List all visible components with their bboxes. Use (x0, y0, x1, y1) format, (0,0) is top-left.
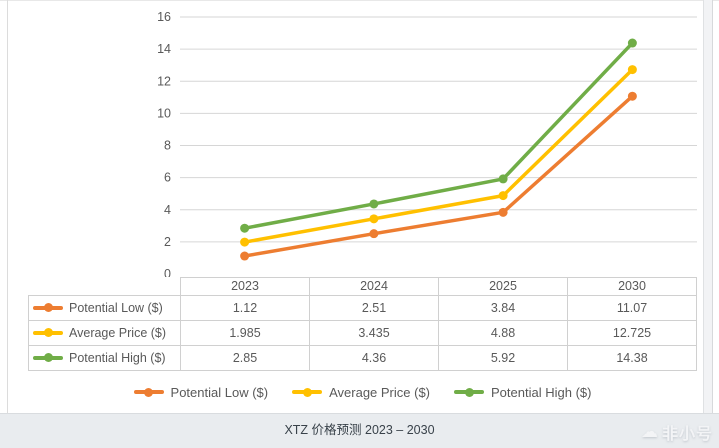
series-key-icon (33, 353, 63, 363)
year-column-header: 2025 (438, 277, 568, 296)
series-label-cell: Potential High ($) (28, 345, 181, 371)
data-point-marker (627, 91, 637, 101)
series-key-icon (33, 328, 63, 338)
table-row: Average Price ($) 1.985 3.435 4.88 12.725 (28, 320, 697, 346)
legend-item: Potential Low ($) (133, 384, 269, 400)
value-cell: 3.84 (438, 295, 568, 321)
data-point-marker (369, 214, 379, 224)
top-border (0, 0, 719, 1)
legend-key-icon (133, 387, 164, 397)
data-point-marker (369, 199, 379, 209)
y-axis-tick-label: 0 (164, 267, 171, 277)
data-point-marker (498, 191, 508, 201)
data-point-marker (369, 229, 379, 239)
y-axis-tick-label: 8 (164, 139, 171, 153)
value-cell: 5.92 (438, 345, 568, 371)
watermark-text: 非小号 (661, 426, 713, 443)
value-cell: 1.985 (180, 320, 310, 346)
year-column-header: 2030 (567, 277, 697, 296)
legend-item: Average Price ($) (292, 385, 430, 400)
y-axis-tick-label: 14 (157, 42, 171, 56)
value-cell: 3.435 (309, 320, 439, 346)
value-cell: 2.85 (180, 345, 310, 371)
value-cell: 2.51 (309, 295, 439, 321)
legend-label: Potential Low ($) (170, 384, 269, 400)
series-key-icon (33, 303, 63, 313)
cloud-icon: ☁ (640, 422, 659, 441)
caption-bar: XTZ 价格预测 2023 – 2030 ☁ 非小号 (0, 413, 719, 448)
series-name: Average Price ($) (69, 326, 167, 340)
chart-legend: Potential Low ($) Average Price ($) Potent… (28, 379, 697, 405)
data-point-marker (240, 237, 250, 247)
y-axis-tick-label: 2 (164, 235, 171, 249)
data-point-marker (240, 251, 250, 261)
chart-data-table: 2023 2024 2025 2030 Potential Low ($) 1.12 2.… (28, 277, 697, 371)
line-chart: 0 2 4 6 8 10 12 14 16 (157, 10, 697, 277)
series-label-cell: Average Price ($) (28, 320, 181, 346)
data-point-marker (627, 65, 637, 75)
legend-label: Average Price ($) (329, 384, 431, 400)
table-row: Potential Low ($) 1.12 2.51 3.84 11.07 (28, 295, 697, 321)
series-line (242, 94, 635, 258)
value-cell: 4.36 (309, 345, 439, 371)
y-axis-tick-label: 10 (157, 106, 171, 120)
chart-caption: XTZ 价格预测 2023 – 2030 (284, 423, 435, 437)
series-name: Potential Low ($) (69, 301, 163, 315)
left-border (7, 0, 8, 413)
y-axis-tick-label: 6 (164, 171, 171, 185)
series-line (242, 67, 635, 244)
value-cell: 11.07 (567, 295, 697, 321)
data-point-marker (498, 207, 508, 217)
value-cell: 14.38 (567, 345, 697, 371)
value-cell: 12.725 (567, 320, 697, 346)
vertical-scrollbar[interactable] (703, 0, 713, 413)
data-point-marker (240, 223, 250, 233)
series-line (242, 41, 635, 230)
legend-label: Potential High ($) (491, 384, 592, 400)
data-point-marker (627, 38, 637, 48)
y-axis-tick-label: 4 (164, 203, 171, 217)
table-row: Potential High ($) 2.85 4.36 5.92 14.38 (28, 345, 697, 371)
series-label-cell: Potential Low ($) (28, 295, 181, 321)
legend-item: Potential High ($) (454, 385, 591, 400)
feixiaohao-watermark: ☁ 非小号 (641, 420, 713, 444)
year-column-header: 2023 (180, 277, 310, 296)
legend-key-icon (292, 387, 323, 397)
series-name: Potential High ($) (69, 351, 166, 365)
value-cell: 4.88 (438, 320, 568, 346)
y-axis-tick-label: 12 (157, 74, 171, 88)
table-corner-cell (29, 278, 181, 296)
year-column-header: 2024 (309, 277, 439, 296)
y-axis-tick-label: 16 (157, 10, 171, 24)
table-header-row: 2023 2024 2025 2030 (29, 277, 697, 296)
data-point-marker (498, 174, 508, 184)
value-cell: 1.12 (180, 295, 310, 321)
legend-key-icon (454, 387, 485, 397)
